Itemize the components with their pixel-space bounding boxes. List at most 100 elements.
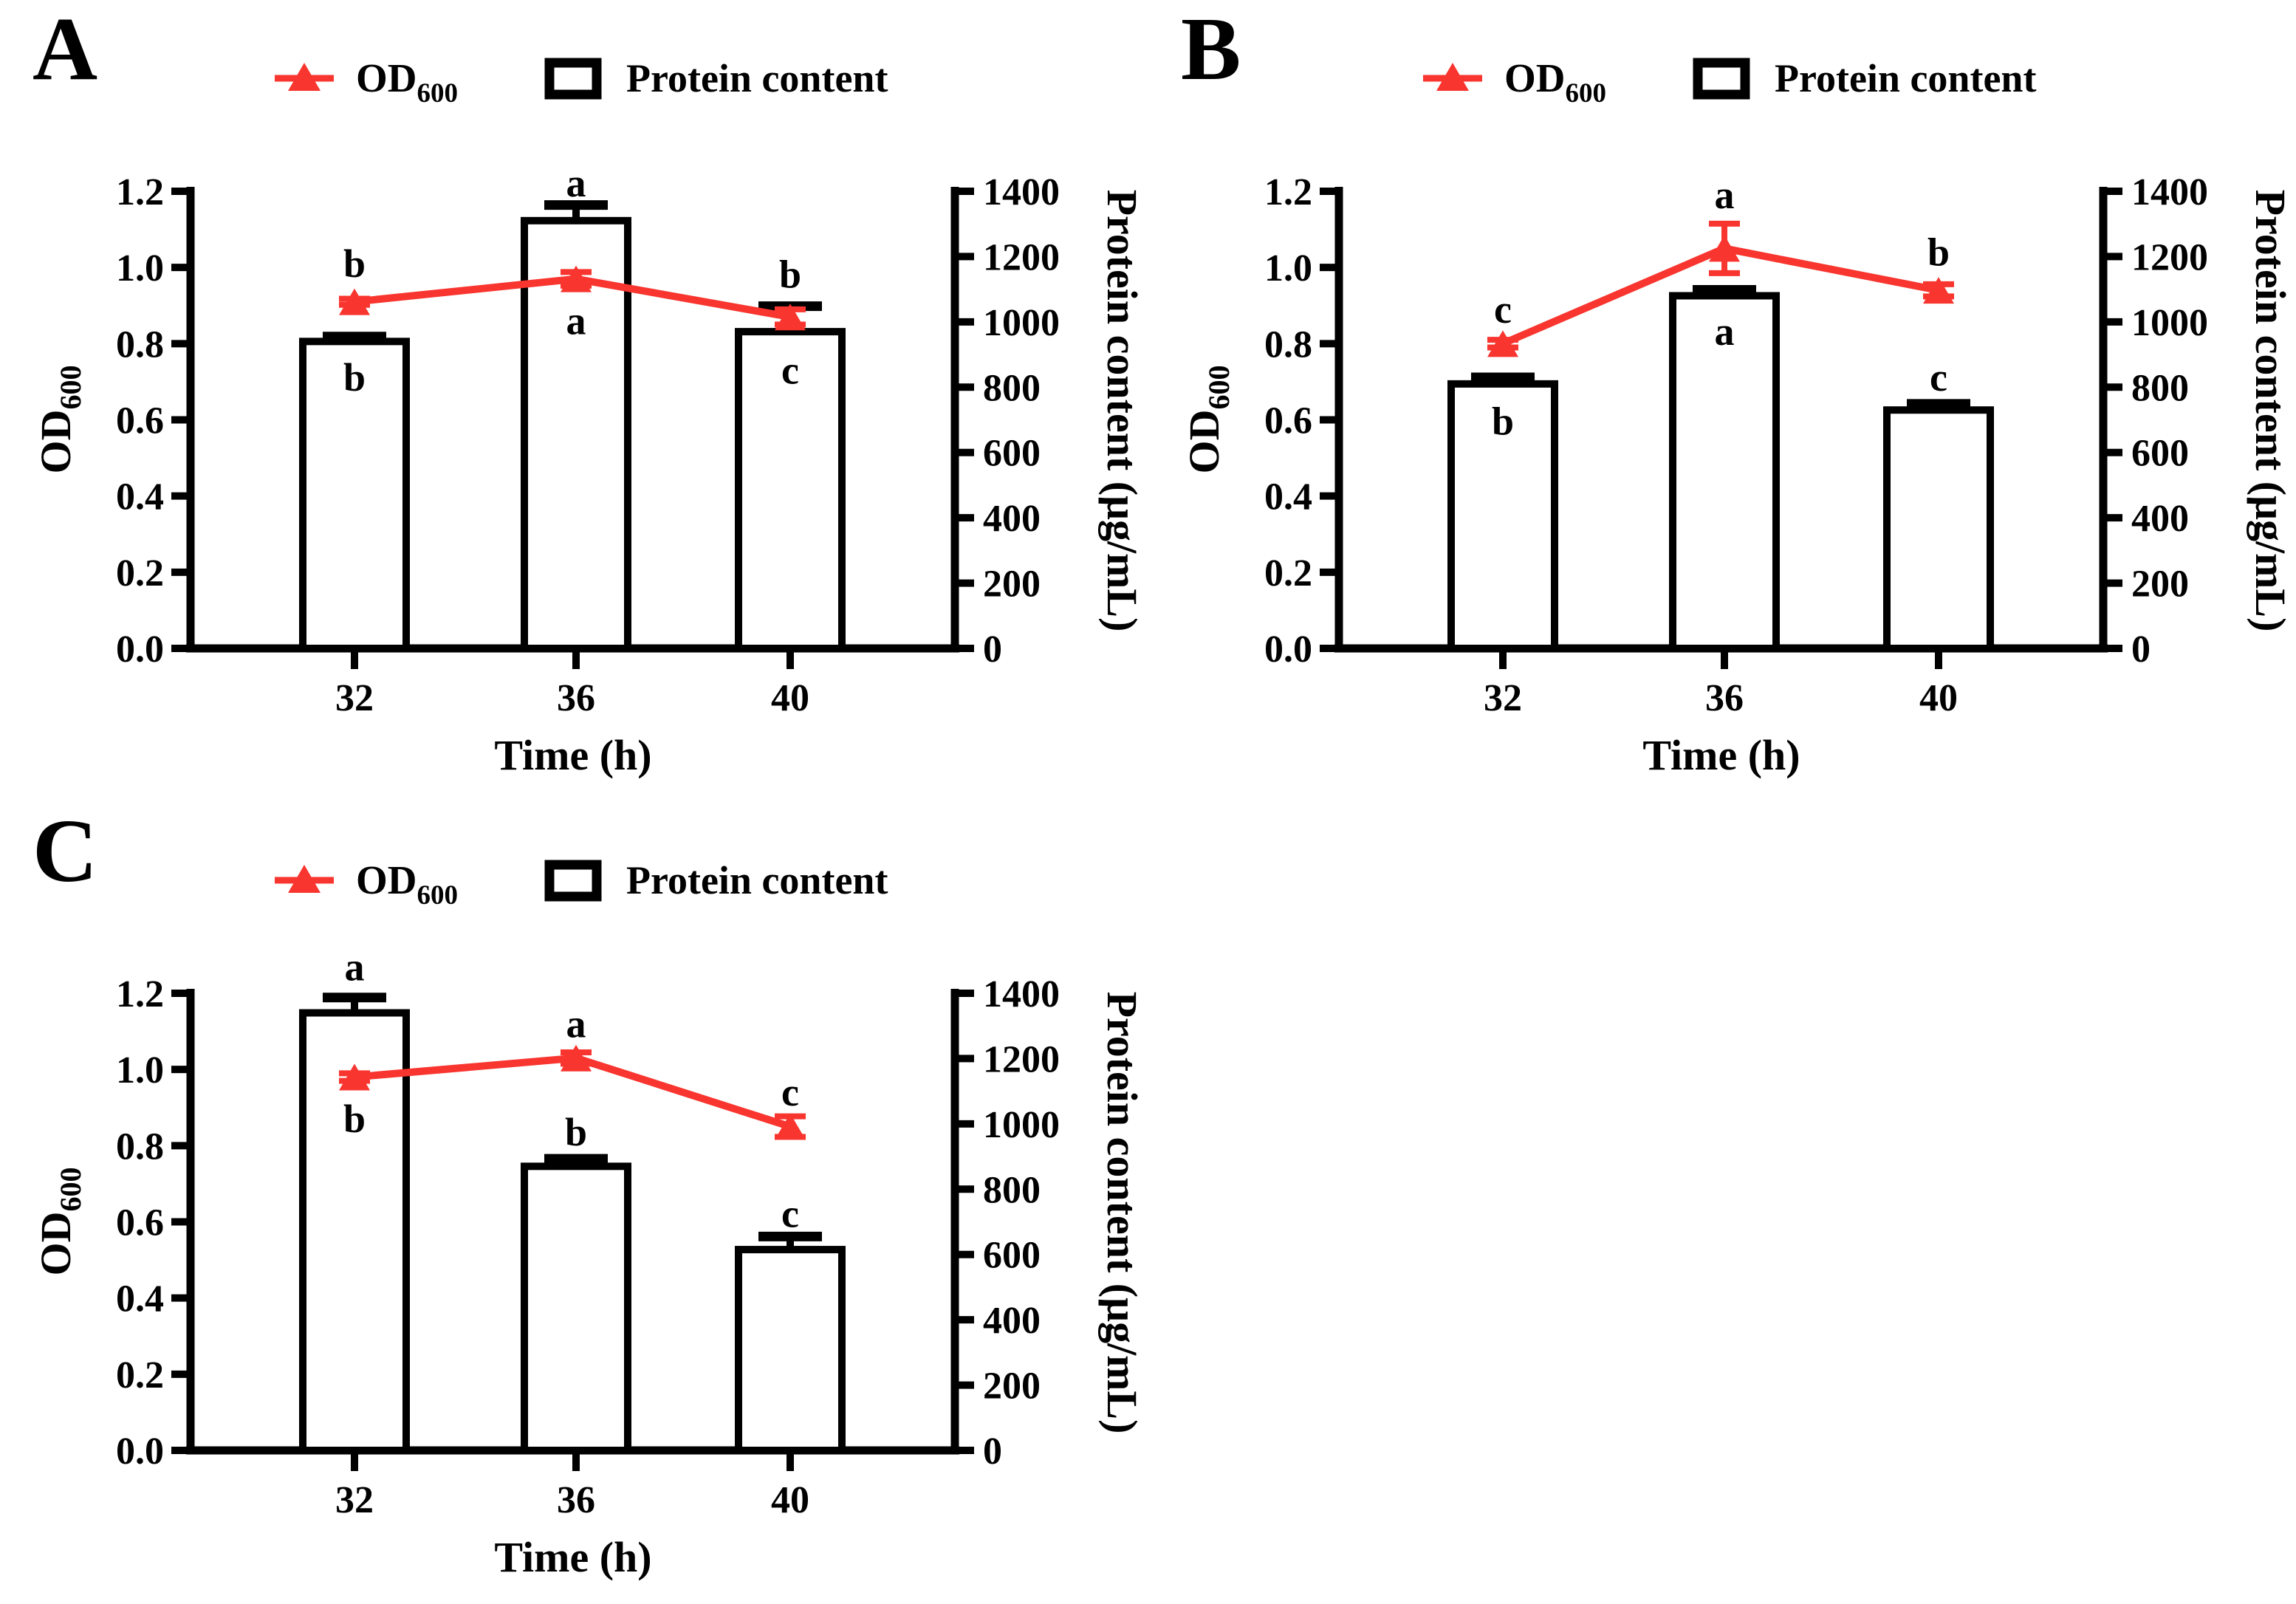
od-marker-32h: [339, 288, 370, 315]
protein-bars: b a c: [1447, 285, 1994, 652]
panel-c: OD600 Protein content 0.0 0.2 0.4 0.6 0.8 1.0 1.…: [0, 802, 1148, 1604]
bar-40h: [735, 1246, 846, 1454]
bar-sig-letter: a: [1715, 309, 1735, 354]
left-tick-label: 1.2: [116, 973, 164, 1015]
bar-32h: [299, 337, 410, 652]
od-sig-letter: c: [1494, 287, 1512, 332]
right-tick-label: 800: [983, 1169, 1041, 1211]
legend-od-label: OD600: [356, 857, 458, 911]
panel-a: OD600 Protein content 0.0 0.2 0.4 0.6 0.8 1.0 1.…: [0, 0, 1148, 802]
x-tick-label: 36: [1705, 677, 1744, 719]
right-axis-title: Protein content (μg/mL): [1098, 190, 1146, 632]
right-tick-label: 1200: [983, 1038, 1060, 1080]
left-axis-title: OD600: [1180, 366, 1236, 474]
right-tick-label: 200: [2131, 563, 2189, 606]
right-axis-title: Protein content (μg/mL): [2247, 190, 2295, 632]
x-tick-label: 40: [771, 1479, 809, 1521]
left-tick-label: 0.2: [1264, 552, 1312, 594]
axes: 0.0 0.2 0.4 0.6 0.8 1.0 1.2 0 200 400 600 800 1000 12…: [1180, 171, 2295, 779]
right-tick-label: 1400: [983, 171, 1060, 213]
left-tick-label: 0.2: [116, 1354, 164, 1396]
x-tick-label: 32: [335, 1479, 374, 1521]
legend: OD600 Protein content: [275, 55, 888, 109]
bar-36h: [521, 1162, 631, 1454]
bar-sig-letter: b: [343, 355, 366, 400]
x-tick-label: 32: [335, 677, 374, 719]
od600-line-series: c a b: [1487, 173, 1954, 357]
right-tick-label: 800: [2131, 367, 2189, 409]
left-tick-label: 0.4: [116, 476, 164, 518]
left-tick-label: 0.0: [116, 628, 164, 671]
right-tick-label: 1400: [2131, 171, 2208, 213]
od-marker-32h: [339, 1063, 370, 1091]
right-tick-label: 800: [983, 367, 1041, 409]
od-sig-letter: b: [343, 241, 366, 286]
right-tick-label: 0: [983, 628, 1002, 671]
left-tick-label: 0.4: [1264, 476, 1312, 518]
bar-sig-letter: b: [1492, 400, 1514, 444]
panel-letter-b: B: [1181, 0, 1241, 99]
x-tick-label: 36: [557, 1479, 595, 1521]
right-axis-title: Protein content (μg/mL): [1098, 992, 1146, 1434]
od-marker-32h: [1487, 330, 1518, 357]
axes: 0.0 0.2 0.4 0.6 0.8 1.0 1.2 0 200 400 600 800 1000 12…: [32, 973, 1146, 1581]
panel-letter-a: A: [32, 0, 98, 99]
right-tick-label: 1200: [2131, 236, 2208, 278]
od-sig-letter: a: [1715, 173, 1735, 217]
x-tick-label: 36: [557, 677, 595, 719]
left-tick-label: 1.0: [116, 1049, 164, 1091]
bar-40h: [735, 328, 846, 652]
panel-letter-c: C: [32, 801, 98, 901]
od-marker-40h: [775, 304, 806, 331]
od-marker-40h: [775, 1113, 806, 1140]
x-tick-label: 32: [1484, 677, 1522, 719]
od-marker-36h: [561, 265, 592, 292]
protein-bars: b a b: [299, 161, 846, 652]
legend-od-triangle-icon: [1436, 63, 1469, 91]
right-tick-label: 600: [983, 1235, 1041, 1277]
od-sig-letter: c: [781, 1070, 799, 1114]
bar-40h: [1883, 406, 1994, 652]
od-sig-letter: c: [781, 348, 799, 392]
od600-line-series: b a c: [339, 1001, 806, 1141]
legend-protein-swatch: [544, 860, 602, 902]
left-tick-label: 1.2: [116, 171, 164, 213]
legend-protein-label: Protein content: [1775, 56, 2036, 100]
right-tick-label: 0: [2131, 628, 2151, 671]
bar-sig-letter: b: [565, 1110, 587, 1154]
left-tick-label: 1.0: [1264, 247, 1312, 289]
od-marker-40h: [1923, 277, 1954, 304]
left-tick-label: 0.0: [116, 1430, 164, 1473]
od-sig-letter: b: [1927, 230, 1950, 275]
axes: 0.0 0.2 0.4 0.6 0.8 1.0 1.2 0 200 400 600 800 1000 12…: [32, 171, 1146, 779]
od-sig-letter: a: [566, 298, 586, 343]
bar-sig-letter: c: [781, 1191, 799, 1235]
left-tick-label: 0.6: [116, 400, 164, 442]
od-marker-36h: [561, 1044, 592, 1072]
bar-32h: [1447, 380, 1558, 652]
right-tick-label: 600: [2131, 433, 2189, 475]
left-tick-label: 0.0: [1264, 628, 1312, 671]
left-tick-label: 0.6: [1264, 400, 1312, 442]
chart-c: OD600 Protein content 0.0 0.2 0.4 0.6 0.8 1.0 1.…: [32, 857, 1146, 1581]
x-tick-label: 40: [1919, 677, 1958, 719]
left-tick-label: 0.6: [116, 1202, 164, 1244]
legend: OD600 Protein content: [1423, 55, 2036, 109]
right-tick-label: 1200: [983, 236, 1060, 278]
left-tick-label: 1.2: [1264, 171, 1312, 213]
left-tick-label: 0.8: [1264, 323, 1312, 366]
left-tick-label: 0.8: [116, 1125, 164, 1168]
left-axis-title: OD600: [32, 366, 87, 474]
panel-b: OD600 Protein content 0.0 0.2 0.4 0.6 0.8 1.0 1.…: [1148, 0, 2296, 802]
right-tick-label: 1000: [2131, 302, 2208, 344]
legend-od-label: OD600: [356, 55, 458, 109]
right-tick-label: 600: [983, 433, 1041, 475]
od-sig-letter: a: [566, 1001, 586, 1046]
bar-sig-letter: c: [1930, 355, 1947, 400]
right-tick-label: 1400: [983, 973, 1060, 1015]
x-tick-label: 40: [771, 677, 809, 719]
legend-od-triangle-icon: [288, 63, 321, 91]
right-tick-label: 200: [983, 563, 1041, 606]
od-sig-letter: b: [343, 1097, 366, 1141]
